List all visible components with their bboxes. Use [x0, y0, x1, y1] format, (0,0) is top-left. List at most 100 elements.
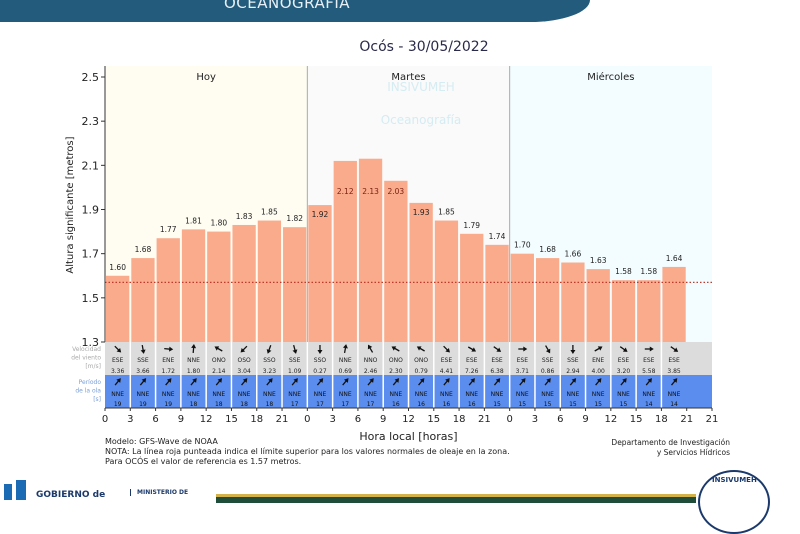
wind-speed: 0.86 — [541, 368, 555, 375]
wave-period: 19 — [164, 401, 172, 408]
wave-direction: NNE — [364, 391, 377, 398]
wind-speed: 2.14 — [212, 368, 226, 375]
wind-arrow-icon — [214, 346, 223, 352]
y-tick-label: 1.3 — [82, 336, 100, 349]
x-tick-label: 21 — [478, 414, 491, 425]
wave-direction: NNE — [238, 391, 251, 398]
wind-arrow-icon — [443, 345, 450, 353]
department-credit: Departamento de Investigación y Servicio… — [611, 438, 730, 458]
x-tick-label: 6 — [355, 414, 361, 425]
wave-period: 15 — [518, 401, 526, 408]
wind-direction: NNE — [339, 357, 352, 364]
bar — [384, 180, 408, 342]
reference-note: Para OCÓS el valor de referencia es 1.57… — [105, 457, 302, 466]
wave-direction: NNE — [111, 391, 124, 398]
wave-arrow-icon — [114, 378, 121, 386]
wind-direction: ONO — [389, 357, 403, 364]
wave-period: 15 — [493, 401, 501, 408]
wind-speed: 3.04 — [237, 368, 251, 375]
bar-value-label: 1.80 — [210, 219, 227, 228]
bar-value-label: 1.63 — [590, 256, 607, 265]
x-tick-label: 9 — [582, 414, 588, 425]
bar — [611, 280, 636, 342]
wave-period: 16 — [392, 401, 400, 408]
wind-direction: ESE — [668, 357, 680, 364]
government-logo-icon-2 — [16, 480, 26, 500]
gobierno-logo-text: GOBIERNO de — [36, 490, 106, 500]
wave-arrow-icon — [392, 378, 400, 386]
bar-value-label: 1.68 — [539, 245, 556, 254]
footer-strip — [216, 494, 696, 503]
wind-direction: ENE — [592, 357, 604, 364]
wind-arrow-icon — [644, 346, 654, 352]
wave-period: 18 — [215, 401, 223, 408]
wave-direction: NNE — [187, 391, 200, 398]
wind-speed: 4.41 — [440, 368, 454, 375]
wave-direction: NNE — [541, 391, 554, 398]
wave-direction: NNE — [516, 391, 529, 398]
department-line1: Departamento de Investigación — [611, 438, 730, 447]
wave-period: 16 — [443, 401, 451, 408]
wave-row-label: de la ola — [75, 388, 101, 395]
x-tick-label: 6 — [152, 414, 158, 425]
x-tick-label: 21 — [706, 414, 719, 425]
wind-direction: NNO — [364, 357, 378, 364]
x-tick-label: 15 — [630, 414, 643, 425]
x-tick-label: 12 — [402, 414, 415, 425]
wave-period: 19 — [114, 401, 122, 408]
bar-value-label: 1.66 — [565, 250, 582, 259]
wave-arrow-icon — [418, 378, 425, 386]
wave-arrow-icon — [670, 378, 678, 386]
y-tick-label: 1.9 — [82, 204, 100, 217]
wind-arrow-icon — [570, 345, 576, 354]
wave-period: 17 — [367, 401, 375, 408]
wave-period: 15 — [620, 401, 628, 408]
x-tick-label: 3 — [532, 414, 538, 425]
bar — [561, 262, 585, 342]
wave-direction: NNE — [592, 391, 605, 398]
x-tick-label: 15 — [427, 414, 440, 425]
wind-row-label: Velocidad — [72, 346, 101, 353]
y-tick-label: 2.5 — [82, 71, 100, 84]
x-tick-label: 12 — [200, 414, 213, 425]
wind-direction: ENE — [162, 357, 174, 364]
bar — [156, 238, 180, 342]
x-tick-label: 0 — [506, 414, 512, 425]
wind-arrow-icon — [545, 345, 551, 354]
y-tick-label: 2.3 — [82, 115, 100, 128]
wind-direction: OSO — [237, 357, 251, 364]
bar — [586, 269, 610, 342]
wind-direction: SSE — [567, 357, 579, 364]
bar-value-label: 1.58 — [615, 267, 632, 276]
bar-value-label: 1.64 — [666, 254, 683, 263]
bar-value-label: 1.77 — [160, 225, 177, 234]
wave-row-label: [s] — [93, 396, 101, 403]
model-note: Modelo: GFS-Wave de NOAA — [105, 437, 218, 446]
wind-speed: 3.66 — [136, 368, 150, 375]
bar-value-label: 2.03 — [388, 187, 405, 196]
wind-speed: 3.36 — [111, 368, 125, 375]
x-tick-label: 21 — [276, 414, 289, 425]
bar — [409, 202, 433, 342]
bar-value-label: 1.58 — [640, 267, 657, 276]
wave-direction: NNE — [440, 391, 453, 398]
wave-arrow-icon — [215, 378, 223, 386]
wave-arrow-icon — [443, 378, 450, 386]
wave-period: 16 — [468, 401, 476, 408]
x-tick-label: 9 — [380, 414, 386, 425]
bar-value-label: 1.60 — [109, 263, 126, 272]
wind-speed: 5.58 — [642, 368, 656, 375]
wave-period: 18 — [240, 401, 248, 408]
bar-value-label: 1.93 — [413, 208, 430, 217]
bar — [131, 258, 155, 342]
wind-direction: SSO — [314, 357, 327, 364]
wind-arrow-icon — [266, 345, 272, 354]
wind-arrow-icon — [367, 344, 374, 353]
bar-value-label: 1.81 — [185, 216, 202, 225]
chart-notes: Modelo: GFS-Wave de NOAA NOTA: La línea … — [105, 437, 510, 467]
bar — [283, 227, 307, 342]
wind-row-label: [m/s] — [85, 363, 101, 370]
wind-arrow-icon — [391, 346, 400, 352]
wave-direction: NNE — [162, 391, 175, 398]
wind-direction: SSE — [542, 357, 554, 364]
